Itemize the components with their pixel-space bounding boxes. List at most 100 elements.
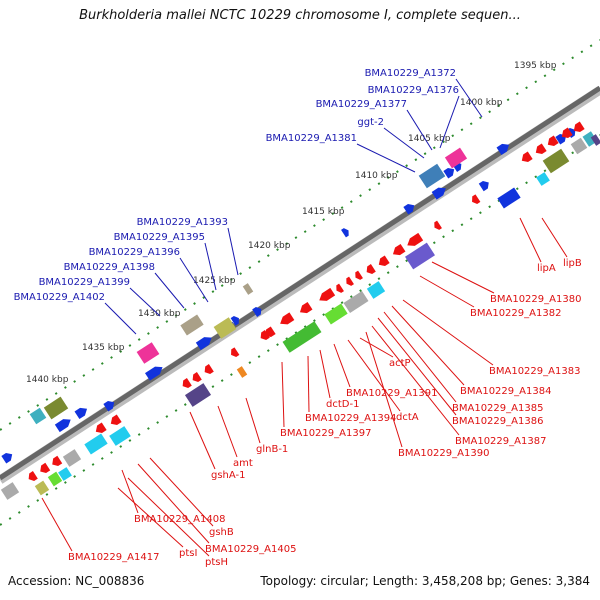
label-leader-line	[431, 261, 495, 294]
gene-arrow-forward	[431, 187, 446, 200]
gene-block	[184, 383, 212, 407]
scale-tick-label: 1410 kbp	[355, 171, 398, 181]
gene-label-reverse: lipB	[563, 258, 582, 269]
gene-block	[497, 187, 521, 209]
label-leader-line	[149, 457, 214, 527]
gene-label-reverse: BMA10229_A1397	[280, 428, 371, 439]
gene-arrow-forward	[195, 337, 212, 351]
gene-labels: BMA10229_A1372 BMA10229_A1376 BMA10229_A13…	[14, 68, 582, 568]
gene-arrow-reverse	[204, 364, 214, 374]
gene-arrow-reverse	[366, 264, 376, 274]
gene-arrow-reverse	[472, 194, 481, 204]
gene-block	[84, 433, 108, 455]
label-leader-line	[402, 299, 494, 366]
gene-label-forward: BMA10229_A1395	[114, 232, 205, 243]
gene-label-forward: BMA10229_A1399	[39, 277, 130, 288]
label-leader-line	[245, 397, 261, 444]
gene-arrow-reverse	[547, 135, 559, 147]
scale-tick-label: 1415 kbp	[302, 207, 345, 217]
scale-tick-label: 1430 kbp	[138, 309, 181, 319]
label-leader-line	[377, 317, 457, 416]
label-leader-line	[519, 217, 542, 263]
gene-label-reverse: BMA10229_A1384	[460, 386, 551, 397]
gene-arrow-reverse	[280, 312, 295, 325]
gene-label-reverse: gshA-1	[211, 470, 246, 481]
gene-label-reverse: lipA	[537, 263, 556, 274]
gene-arrow-reverse	[336, 283, 344, 293]
label-leader-line	[104, 302, 137, 335]
scale-tick-label: 1420 kbp	[248, 241, 291, 251]
gene-arrow-forward	[230, 316, 239, 326]
gene-block	[570, 137, 588, 155]
gene-arrow-reverse	[561, 127, 573, 139]
gene-label-forward: BMA10229_A1377	[316, 99, 407, 110]
gene-label-reverse: actP	[389, 358, 411, 369]
gene-label-reverse: BMA10229_A1417	[68, 552, 159, 563]
gene-label-reverse: BMA10229_A1405	[205, 544, 296, 555]
label-leader-line	[359, 337, 394, 358]
scale-tick-label: 1405 kbp	[408, 134, 451, 144]
gene-label-forward: ggt-2	[357, 117, 384, 128]
label-leader-line	[154, 272, 185, 309]
gene-arrow-reverse	[407, 232, 424, 246]
label-leader-line	[137, 463, 210, 544]
gene-arrow-reverse	[182, 378, 192, 388]
label-leader-line	[227, 227, 239, 276]
gene-block	[324, 303, 348, 325]
label-leader-line	[406, 109, 433, 151]
gene-arrow-reverse	[40, 462, 51, 474]
gene-block	[418, 163, 446, 189]
gene-label-reverse: dctD-1	[326, 399, 359, 410]
gene-block	[582, 131, 598, 147]
label-leader-line	[129, 287, 161, 317]
gene-arrow-forward	[145, 366, 163, 381]
gene-label-reverse: BMA10229_A1385	[452, 403, 543, 414]
gene-arrow-forward	[74, 407, 88, 420]
gene-arrow-reverse	[378, 255, 390, 267]
label-leaders	[41, 78, 568, 557]
gene-arrow-reverse	[260, 330, 270, 340]
label-leader-line	[356, 143, 416, 173]
gene-label-forward: BMA10229_A1393	[137, 217, 228, 228]
label-leader-line	[121, 469, 139, 514]
gene-arrow-forward	[496, 143, 510, 156]
gene-block	[43, 396, 69, 420]
gene-block	[58, 467, 72, 481]
gene-block	[590, 134, 600, 146]
gene-label-reverse: glnB-1	[256, 444, 288, 455]
label-leader-line	[319, 349, 331, 399]
gene-label-forward: BMA10229_A1376	[368, 85, 459, 96]
gene-block	[29, 407, 47, 425]
gene-block	[47, 471, 63, 487]
scale-tick-label: 1395 kbp	[514, 61, 557, 71]
gene-arrow-reverse	[52, 455, 63, 467]
scale-tick-label: 1435 kbp	[82, 343, 125, 353]
label-leader-line	[541, 217, 568, 258]
gene-arrow-forward	[252, 307, 262, 317]
gene-arrow-reverse	[95, 422, 107, 434]
gene-label-reverse: BMA10229_A1408	[134, 514, 225, 525]
gene-arrow-reverse	[346, 276, 354, 286]
gene-block	[0, 482, 20, 500]
gene-label-reverse: BMA10229_A1386	[452, 416, 543, 427]
gene-label-reverse: BMA10229_A1387	[455, 436, 546, 447]
gene-label-reverse: BMA10229_A1394	[305, 413, 396, 424]
gene-block	[444, 147, 468, 169]
label-leader-line	[217, 405, 238, 458]
gene-block	[542, 148, 570, 174]
label-leader-line	[189, 411, 216, 470]
gene-label-reverse: BMA10229_A1390	[398, 448, 489, 459]
gene-label-forward: BMA10229_A1381	[266, 133, 357, 144]
label-leader-line	[371, 325, 460, 436]
label-leader-line	[383, 311, 457, 403]
gene-label-reverse: BMA10229_A1383	[489, 366, 580, 377]
gene-arrow-reverse	[535, 143, 547, 155]
topology-summary: Topology: circular; Length: 3,458,208 bp…	[260, 574, 590, 588]
label-leader-line	[455, 78, 483, 118]
gene-arrow-reverse	[319, 287, 336, 301]
label-leader-line	[333, 343, 351, 388]
gene-block	[34, 480, 50, 496]
gene-label-reverse: dctA	[396, 412, 419, 423]
gene-arrow-reverse	[231, 347, 240, 357]
gene-arrow-forward	[1, 452, 13, 464]
